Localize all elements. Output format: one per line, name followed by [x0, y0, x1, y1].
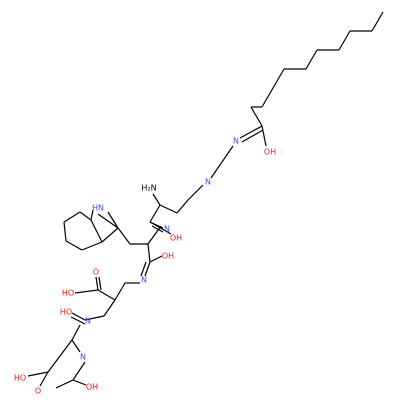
atom-label: O: [35, 387, 41, 396]
bonds: [27, 11, 384, 389]
atom-label: OH: [86, 383, 98, 392]
atom-label: HO: [62, 289, 74, 298]
atom-label: HN: [92, 204, 104, 213]
atom-label: O: [93, 268, 99, 277]
atom-label: N: [205, 178, 211, 187]
atom-label: HO: [60, 308, 72, 317]
atom-label: OH: [162, 252, 174, 261]
atom-label: N: [141, 276, 147, 285]
atom-label: OH: [264, 148, 276, 157]
atom-label: OH: [170, 234, 182, 243]
atom-label: N: [233, 137, 239, 146]
atom-label: N: [80, 353, 86, 362]
atom-label: HO: [14, 374, 26, 383]
atom-label: H₂N: [141, 184, 156, 193]
atom-label: N: [164, 225, 170, 234]
atom-label: N: [85, 317, 91, 326]
atom-labels: OH N N H₂N N OH HN N OH O HO HO N N O HO…: [14, 137, 276, 396]
